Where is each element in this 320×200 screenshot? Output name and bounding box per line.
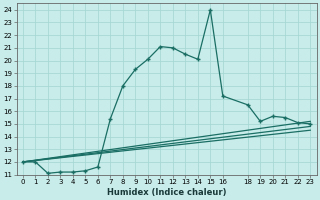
X-axis label: Humidex (Indice chaleur): Humidex (Indice chaleur) — [107, 188, 226, 197]
